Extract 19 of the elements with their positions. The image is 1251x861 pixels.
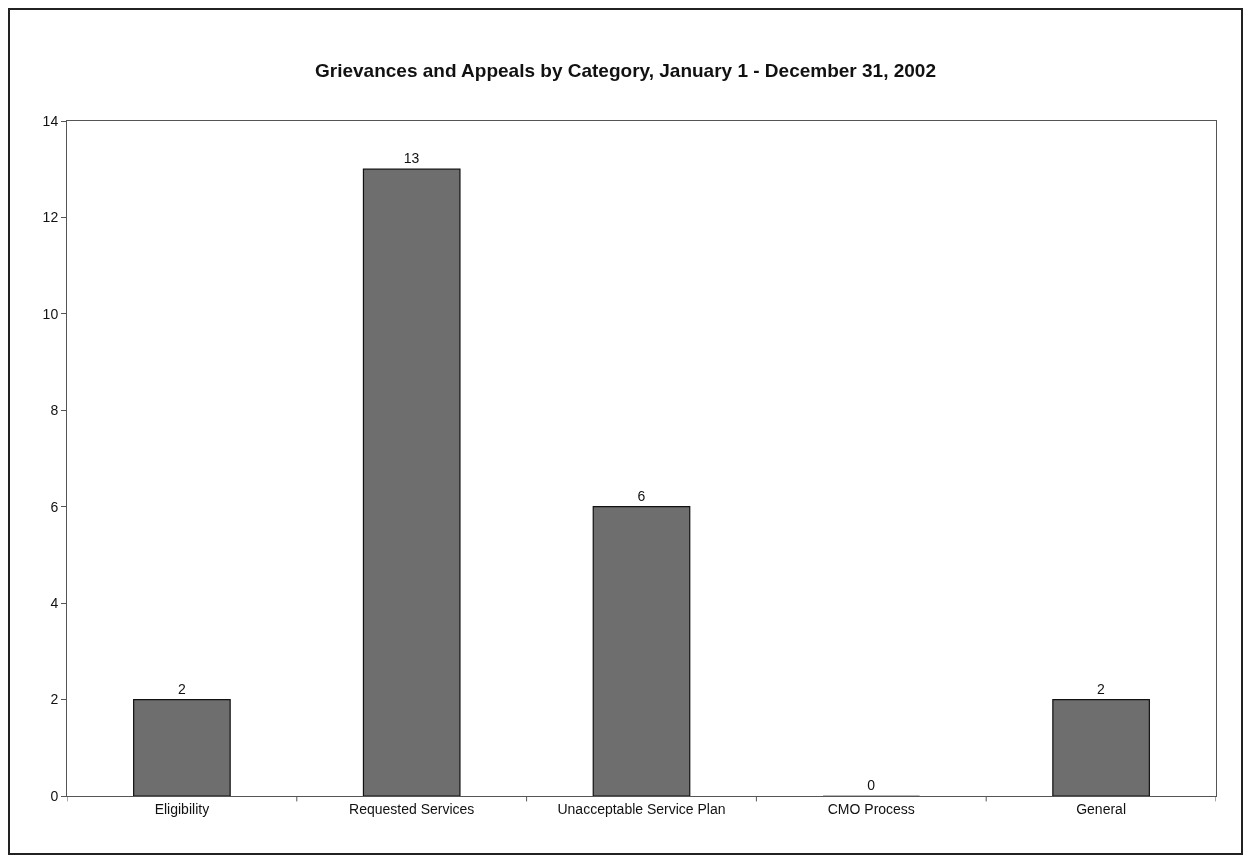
y-tick-label: 4 [50, 595, 59, 612]
y-tick-label: 8 [50, 402, 59, 419]
chart-title: Grievances and Appeals by Category, January 1 - December 31, 2002 [315, 60, 936, 82]
x-tick-label: Requested Services [349, 800, 475, 817]
data-label: 2 [177, 680, 186, 697]
data-label: 2 [1097, 680, 1106, 697]
x-tick-label: Unacceptable Service Plan [557, 800, 726, 817]
data-label: 6 [637, 487, 646, 504]
y-tick-label: 2 [50, 691, 59, 708]
y-tick-label: 6 [50, 498, 59, 515]
y-tick-label: 12 [42, 209, 59, 226]
data-label: 13 [403, 150, 420, 167]
x-tick-label: CMO Process [827, 800, 915, 817]
data-label: 0 [867, 777, 876, 793]
x-tick-label: Eligibility [154, 800, 210, 817]
x-tick-label: General [1076, 800, 1127, 817]
y-tick-label: 14 [42, 112, 59, 129]
y-tick-label: 0 [50, 787, 59, 804]
y-tick-label: 10 [42, 305, 59, 322]
